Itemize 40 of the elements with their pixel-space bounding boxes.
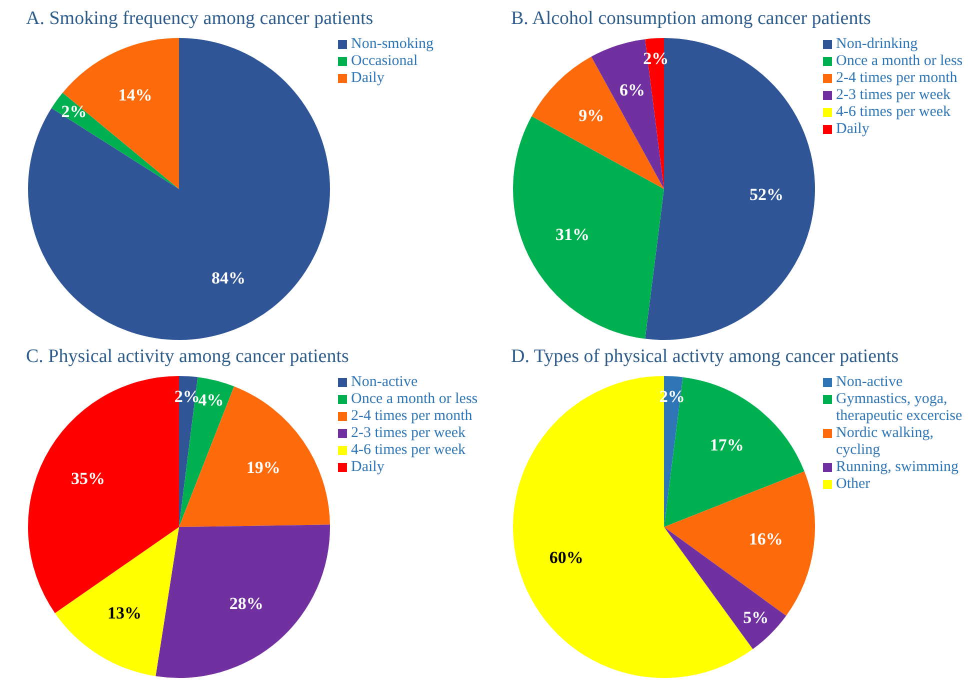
legend-label: Daily bbox=[836, 121, 870, 138]
legend-label: Nordic walking, cycling bbox=[836, 425, 934, 459]
legend-label: Non-drinking bbox=[836, 36, 918, 53]
legend-label: Running, swimming bbox=[836, 459, 959, 476]
legend-label: Other bbox=[836, 476, 870, 493]
legend-label: 2-3 times per week bbox=[836, 87, 951, 104]
legend-label: 2-3 times per week bbox=[351, 425, 466, 442]
legend-label: Gymnastics, yoga, therapeutic excercise bbox=[836, 391, 964, 425]
data-label: 4% bbox=[198, 390, 224, 410]
data-label: 9% bbox=[578, 106, 604, 125]
data-label: 28% bbox=[229, 594, 264, 613]
legend-label: Daily bbox=[351, 459, 384, 476]
legend-label: Once a month or less bbox=[836, 53, 963, 70]
data-label: 60% bbox=[549, 548, 584, 568]
legend-label: Once a month or less bbox=[351, 391, 478, 408]
chart-title: C. Physical activity among cancer patients bbox=[26, 346, 350, 369]
legend-label: 4-6 times per week bbox=[836, 104, 951, 121]
legend-label: Non-smoking bbox=[351, 36, 434, 53]
data-label: 19% bbox=[246, 458, 280, 477]
legend-label: Non-active bbox=[836, 374, 903, 391]
data-label: 52% bbox=[749, 184, 784, 204]
data-label: 5% bbox=[743, 608, 769, 628]
chart-title: A. Smoking frequency among cancer patients bbox=[26, 8, 374, 31]
legend-label: 2-4 times per month bbox=[351, 408, 472, 425]
chart-title: B. Alcohol consumption among cancer patients bbox=[511, 8, 872, 31]
data-label: 17% bbox=[710, 435, 744, 454]
legend-label: Occasional bbox=[351, 53, 418, 70]
data-label: 13% bbox=[107, 603, 142, 622]
legend-label: Daily bbox=[351, 70, 384, 87]
legend-label: 4-6 times per week bbox=[351, 442, 466, 459]
data-label: 2% bbox=[61, 102, 87, 122]
data-label: 6% bbox=[620, 80, 646, 100]
data-label: 84% bbox=[211, 268, 246, 288]
legend-label: 2-4 times per month bbox=[836, 70, 958, 87]
data-label: 35% bbox=[71, 468, 106, 488]
data-label: 16% bbox=[748, 529, 783, 548]
legend-label: Non-active bbox=[351, 374, 418, 391]
data-label: 31% bbox=[556, 225, 590, 244]
data-label: 14% bbox=[118, 85, 152, 104]
chart-title: D. Types of physical activty among cancer patients bbox=[511, 346, 900, 369]
